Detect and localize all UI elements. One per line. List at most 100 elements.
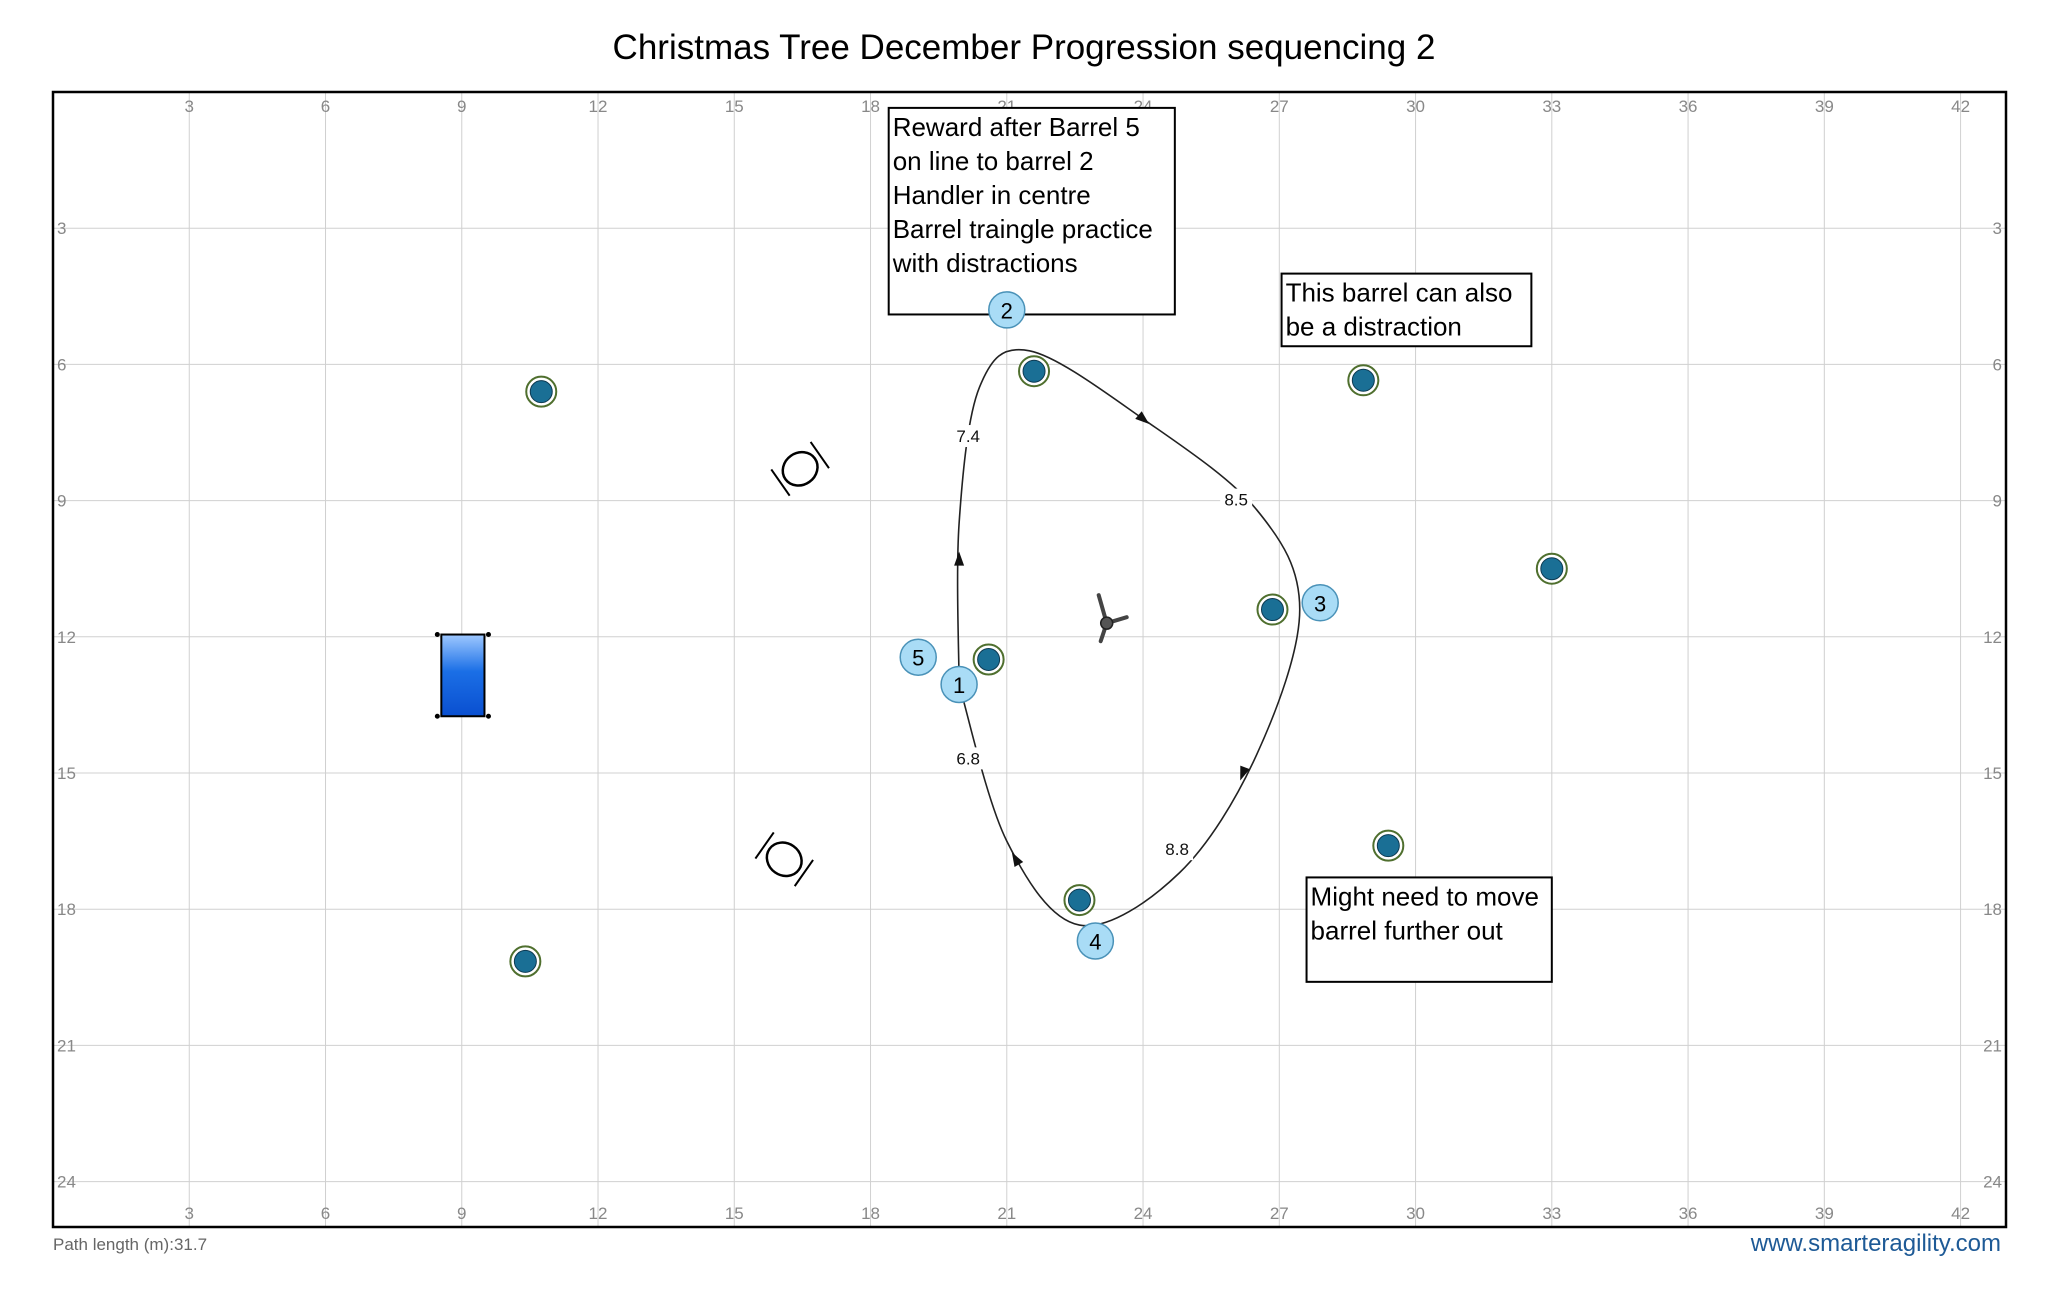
annotation-layer: Reward after Barrel 5 on line to barrel 2… — [887, 106, 1553, 983]
table-leg-icon — [434, 632, 440, 638]
tunnel-leg — [793, 859, 814, 887]
x-tick-label-top: 15 — [725, 97, 744, 116]
segment-label-bg — [1161, 838, 1194, 861]
y-tick-label-right: 3 — [1993, 219, 2002, 238]
x-tick-label-bottom: 18 — [861, 1204, 880, 1223]
barrel-icon-inner — [1540, 557, 1564, 581]
x-tick-label-top: 27 — [1270, 97, 1289, 116]
barrel-icon-inner — [529, 380, 553, 404]
barrel-icon-inner — [1067, 888, 1091, 912]
x-tick-label-top: 6 — [321, 97, 330, 116]
sequence-numbers: 1 2 3 4 5 — [899, 291, 1339, 960]
tunnel-ring — [765, 841, 803, 878]
segment-label-bg — [952, 747, 985, 770]
y-tick-label-right: 18 — [1983, 900, 2002, 919]
note-line: Barrel traingle practice — [893, 214, 1153, 244]
dog-path: 7.4 8.5 8.8 6.8 — [952, 348, 1301, 927]
table-leg-icon — [485, 632, 491, 638]
note-line: Handler in centre — [893, 180, 1091, 210]
barrel-icon-inner — [1022, 359, 1046, 383]
y-tick-label-right: 15 — [1983, 764, 2002, 783]
barrel-icon-inner — [513, 949, 537, 973]
barrel-icon-inner — [1351, 368, 1375, 392]
x-tick-label-bottom: 15 — [725, 1204, 744, 1223]
x-tick-label-bottom: 42 — [1951, 1204, 1970, 1223]
y-tick-label-left: 6 — [57, 355, 66, 374]
y-tick-label-right: 21 — [1983, 1036, 2002, 1055]
table-obstacle — [440, 633, 486, 718]
tunnel-icon — [770, 441, 830, 497]
sequence-number-marker — [899, 638, 937, 676]
note-line: on line to barrel 2 — [893, 146, 1094, 176]
website-link[interactable]: www.smarteragility.com — [1750, 1230, 2001, 1257]
y-tick-label-left: 9 — [57, 492, 66, 511]
sequence-number-label: 3 — [1314, 591, 1326, 616]
x-tick-label-top: 18 — [861, 97, 880, 116]
tunnel-leg — [754, 831, 775, 860]
segment-length-label: 7.4 — [956, 427, 980, 446]
tunnel-ring — [781, 450, 819, 487]
x-tick-label-bottom: 33 — [1542, 1204, 1561, 1223]
note-box — [1280, 272, 1533, 348]
table-leg-icon — [434, 713, 440, 719]
dog-path-line — [956, 348, 1301, 927]
segment-label-bg — [1220, 488, 1253, 511]
y-tick-label-left: 18 — [57, 900, 76, 919]
y-tick-label-right: 9 — [1993, 492, 2002, 511]
x-tick-label-top: 39 — [1815, 97, 1834, 116]
sequence-number-marker — [988, 291, 1026, 329]
x-tick-label-bottom: 39 — [1815, 1204, 1834, 1223]
barrel-icon-inner — [1376, 834, 1400, 858]
segment-length-label: 6.8 — [956, 749, 980, 768]
x-tick-label-bottom: 12 — [589, 1204, 608, 1223]
handler-icon — [1096, 593, 1129, 644]
y-tick-label-right: 24 — [1983, 1173, 2002, 1192]
x-tick-label-bottom: 3 — [185, 1204, 194, 1223]
path-arrow-icon — [1135, 411, 1150, 425]
y-tick-label-left: 15 — [57, 764, 76, 783]
tunnel-icon — [754, 831, 814, 887]
x-tick-label-top: 12 — [589, 97, 608, 116]
path-arrow-icon — [1240, 765, 1250, 781]
grid: 3366991212151518182121242427273030333336… — [53, 92, 2006, 1227]
equipment-layer — [434, 355, 1568, 978]
path-arrow-icon — [1011, 852, 1024, 867]
y-tick-label-right: 6 — [1993, 355, 2002, 374]
barrel-icon-inner — [977, 648, 1001, 671]
x-tick-label-bottom: 6 — [321, 1204, 330, 1223]
y-tick-label-left: 24 — [57, 1173, 76, 1192]
x-tick-label-bottom: 21 — [997, 1204, 1016, 1223]
segment-length-label: 8.8 — [1165, 840, 1189, 859]
path-length: Path length (m):31.7 — [53, 1235, 208, 1254]
x-tick-label-top: 36 — [1679, 97, 1698, 116]
x-tick-label-top: 9 — [457, 97, 466, 116]
segment-length-label: 8.5 — [1224, 491, 1248, 510]
y-tick-label-left: 3 — [57, 219, 66, 238]
sequence-number-marker — [1301, 584, 1339, 622]
sequence-number-label: 1 — [953, 673, 965, 698]
x-tick-label-bottom: 27 — [1270, 1204, 1289, 1223]
sequence-number-label: 4 — [1089, 929, 1101, 954]
note-line: barrel further out — [1311, 915, 1504, 945]
tunnel-leg — [809, 441, 830, 469]
note-box — [887, 106, 1176, 316]
y-tick-label-right: 12 — [1983, 628, 2002, 647]
x-tick-label-top: 3 — [185, 97, 194, 116]
x-tick-label-top: 30 — [1406, 97, 1425, 116]
path-arrow-icon — [954, 551, 965, 566]
note-line: Reward after Barrel 5 — [893, 112, 1140, 142]
table-leg-icon — [485, 713, 491, 719]
x-tick-label-bottom: 36 — [1679, 1204, 1698, 1223]
arena-border — [51, 90, 2008, 1229]
barrel-icon-inner — [1260, 598, 1284, 622]
y-tick-label-left: 12 — [57, 628, 76, 647]
x-tick-label-bottom: 9 — [457, 1204, 466, 1223]
note-line: This barrel can also — [1286, 278, 1513, 308]
sequence-number-label: 2 — [1001, 298, 1013, 323]
note-line: be a distraction — [1286, 312, 1462, 342]
x-tick-label-bottom: 24 — [1134, 1204, 1153, 1223]
note-line: with distractions — [892, 248, 1078, 278]
diagram-title: Christmas Tree December Progression sequ… — [612, 28, 1436, 67]
note-box — [1305, 876, 1553, 983]
